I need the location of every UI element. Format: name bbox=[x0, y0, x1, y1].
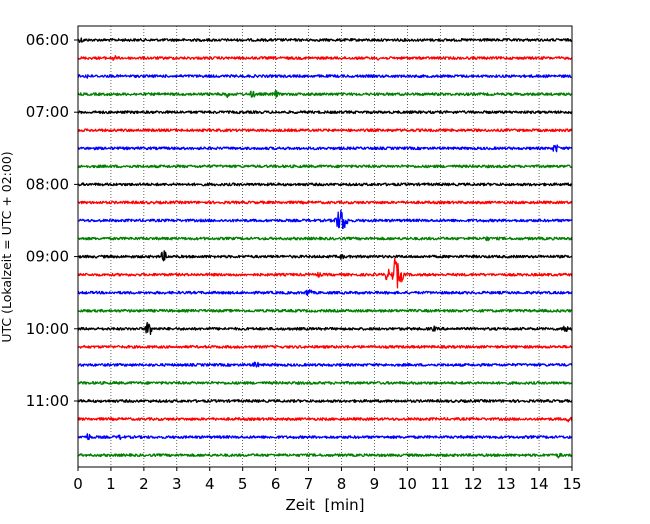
x-tick-label-4: 4 bbox=[205, 475, 215, 493]
x-tick-label-6: 6 bbox=[271, 475, 281, 493]
trace-1130 bbox=[77, 433, 573, 441]
x-tick-label-9: 9 bbox=[370, 475, 380, 493]
trace-0715 bbox=[77, 128, 573, 133]
y-tick-label-5: 11:00 bbox=[26, 392, 69, 410]
x-axis-label: Zeit [min] bbox=[285, 496, 364, 514]
x-tick-label-1: 1 bbox=[106, 475, 116, 493]
x-tick-label-8: 8 bbox=[337, 475, 347, 493]
trace-0930 bbox=[77, 289, 573, 297]
trace-1030 bbox=[77, 361, 573, 368]
trace-0915 bbox=[77, 257, 573, 289]
x-tick-label-2: 2 bbox=[139, 475, 149, 493]
y-tick-label-0: 06:00 bbox=[26, 31, 69, 49]
x-axis-ticks: 0 1 2 3 4 5 6 7 8 9 10 11 12 13 14 15 bbox=[73, 467, 582, 493]
trace-0900 bbox=[77, 250, 573, 262]
x-tick-label-7: 7 bbox=[304, 475, 314, 493]
trace-0700 bbox=[77, 110, 573, 115]
y-tick-label-2: 08:00 bbox=[26, 175, 69, 193]
x-tick-label-14: 14 bbox=[530, 475, 549, 493]
trace-0845 bbox=[77, 236, 573, 242]
x-tick-label-10: 10 bbox=[398, 475, 417, 493]
x-tick-label-13: 13 bbox=[497, 475, 516, 493]
x-tick-label-11: 11 bbox=[431, 475, 450, 493]
x-tick-label-15: 15 bbox=[562, 475, 581, 493]
trace-0645 bbox=[77, 89, 573, 99]
trace-0945 bbox=[77, 308, 573, 313]
trace-0830 bbox=[77, 209, 573, 230]
trace-0615 bbox=[77, 55, 573, 61]
x-tick-label-0: 0 bbox=[73, 475, 83, 493]
trace-1115 bbox=[77, 416, 573, 423]
trace-0730 bbox=[77, 144, 573, 153]
trace-1000 bbox=[77, 321, 573, 336]
trace-1145 bbox=[77, 452, 573, 459]
y-tick-label-3: 09:00 bbox=[26, 248, 69, 266]
x-tick-label-3: 3 bbox=[172, 475, 182, 493]
trace-series-group bbox=[77, 37, 573, 459]
trace-0815 bbox=[77, 200, 573, 205]
x-tick-label-5: 5 bbox=[238, 475, 248, 493]
plot-frame bbox=[77, 25, 573, 468]
y-axis-ticks: 06:00 07:00 08:00 09:00 10:00 11:00 bbox=[26, 31, 78, 410]
trace-0800 bbox=[77, 182, 573, 187]
trace-0630 bbox=[77, 74, 573, 79]
trace-0600 bbox=[77, 37, 573, 43]
trace-1015 bbox=[77, 344, 573, 349]
x-tick-label-12: 12 bbox=[464, 475, 483, 493]
trace-1045 bbox=[77, 381, 573, 385]
trace-0745 bbox=[77, 164, 573, 169]
y-axis-label: UTC (Lokalzeit = UTC + 02:00) bbox=[0, 151, 14, 342]
y-tick-label-1: 07:00 bbox=[26, 103, 69, 121]
trace-1100 bbox=[77, 399, 573, 403]
y-tick-label-4: 10:00 bbox=[26, 320, 69, 338]
